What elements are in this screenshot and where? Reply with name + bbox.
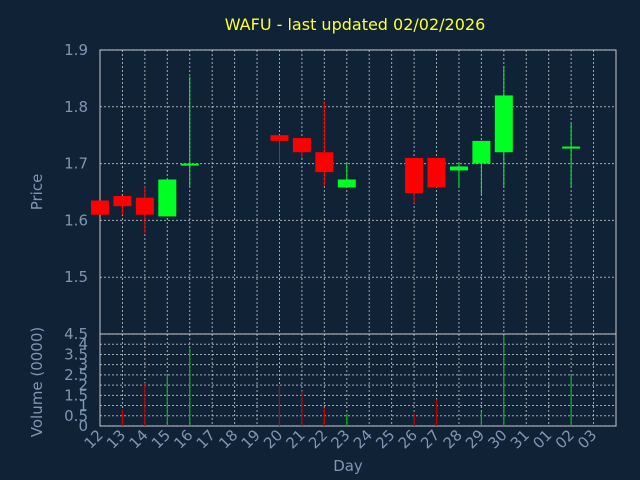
volume-tick-label: 4.5	[64, 325, 88, 343]
volume-plot-frame	[99, 333, 617, 427]
price-tick-label: 1.7	[64, 155, 88, 173]
volume-tick-label: 0.5	[64, 407, 88, 425]
candle-23	[337, 163, 356, 188]
volume-panel: 00.511.522.533.544.5	[64, 325, 617, 435]
volume-tick-label: 0	[78, 417, 88, 435]
candle-16	[180, 76, 199, 187]
candle-20	[270, 135, 289, 164]
candle-21	[292, 138, 311, 158]
price-axis-title: Price	[28, 174, 46, 211]
candle-body	[427, 157, 446, 188]
price-tick-label: 1.8	[64, 98, 88, 116]
candle-body	[315, 152, 334, 173]
candle-body	[494, 95, 513, 153]
candle-body	[158, 179, 177, 217]
x-axis-title: Day	[333, 457, 363, 475]
candle-body	[91, 200, 109, 215]
candle-body	[562, 146, 581, 149]
candle-body	[405, 157, 424, 194]
candle-body	[337, 179, 356, 188]
volume-tick-label: 1.5	[64, 386, 88, 404]
volume-tick-label: 4	[78, 335, 88, 353]
candle-22	[315, 101, 334, 187]
volume-tick-label: 3.5	[64, 345, 88, 363]
candle-27	[427, 157, 446, 188]
candle-15	[158, 179, 177, 217]
price-tick-label: 1.9	[64, 41, 88, 59]
candle-29	[472, 140, 491, 195]
volume-axis-title: Volume (0000)	[28, 327, 46, 437]
price-tick-label: 1.6	[64, 211, 88, 229]
volume-tick-label: 3	[78, 356, 88, 374]
candle-14	[135, 186, 154, 233]
candle-26	[405, 157, 424, 204]
x-tick-label: 03	[574, 426, 600, 452]
candle-body	[292, 138, 311, 153]
candle-12	[91, 200, 109, 215]
price-tick-label: 1.5	[64, 268, 88, 286]
price-panel: 1.5 1.6 1.7 1.8 1.9	[64, 41, 617, 335]
candle-body	[180, 163, 199, 166]
x-axis: 1213141516171819202122232425262728293031…	[81, 426, 601, 452]
candle-body	[472, 140, 491, 164]
chart-title: WAFU - last updated 02/02/2026	[225, 15, 486, 34]
candle-body	[135, 197, 154, 215]
candle-body	[113, 195, 132, 207]
volume-tick-label: 1	[78, 397, 88, 415]
volume-tick-label: 2	[78, 376, 88, 394]
candle-body	[449, 166, 468, 171]
candle-28	[449, 163, 468, 188]
price-plot-frame	[99, 49, 617, 335]
candle-13	[113, 195, 132, 215]
candle-02	[562, 123, 581, 188]
candle-30	[494, 65, 513, 188]
volume-tick-label: 2.5	[64, 366, 88, 384]
candle-body	[270, 135, 289, 141]
